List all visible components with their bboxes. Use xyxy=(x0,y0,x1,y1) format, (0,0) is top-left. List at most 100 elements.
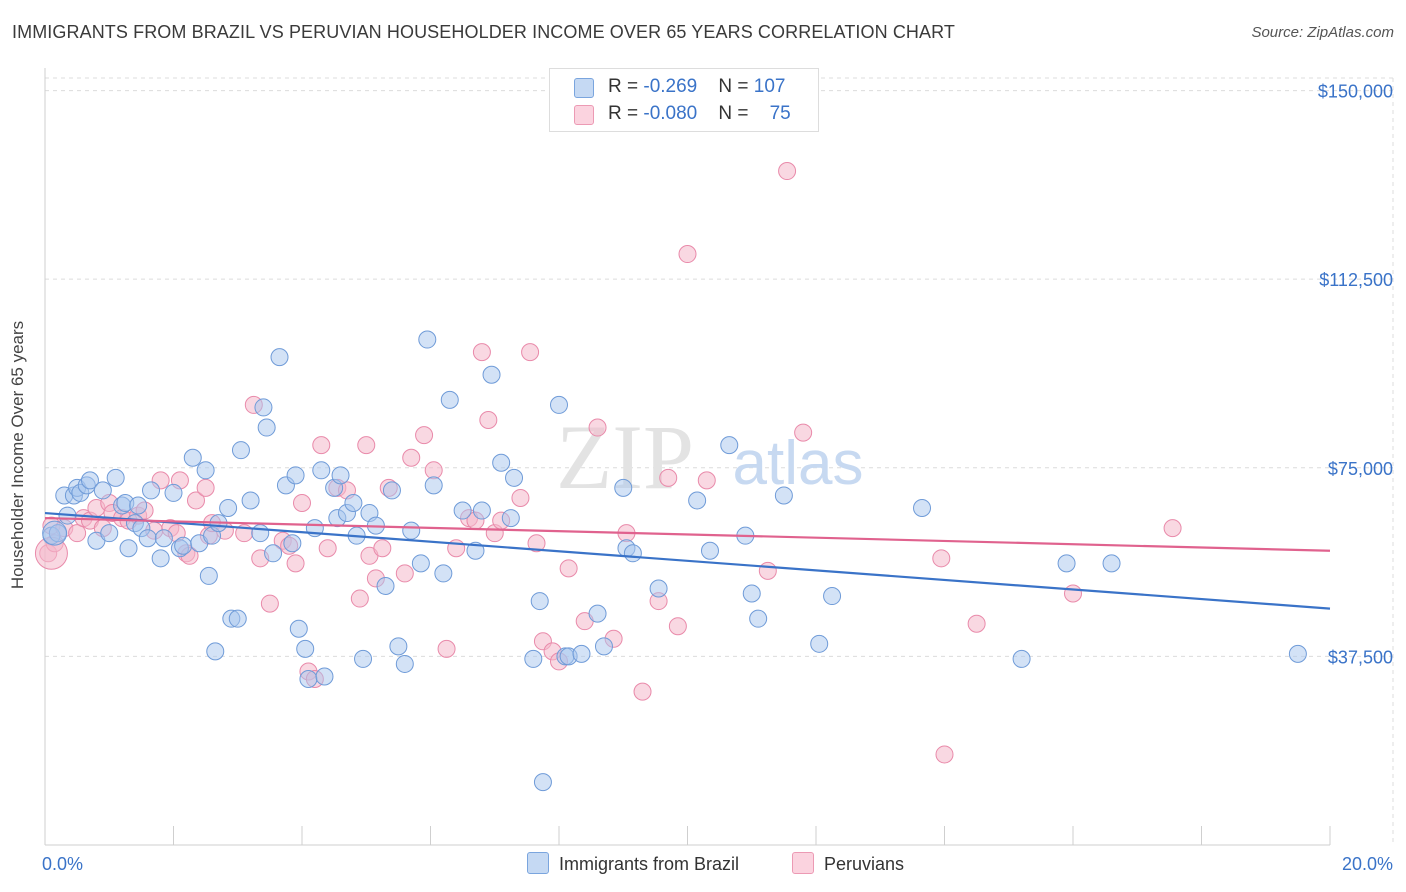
brazil-point xyxy=(154,529,173,548)
brazil-point xyxy=(382,481,401,500)
brazil-point xyxy=(688,491,707,510)
brazil-point xyxy=(376,576,395,595)
brazil-point xyxy=(151,549,170,568)
brazil-point xyxy=(424,476,443,495)
brazil-point xyxy=(720,436,739,455)
brazil-point xyxy=(389,637,408,656)
peruvian-point xyxy=(1163,519,1182,538)
brazil-point xyxy=(219,499,238,518)
brazil-point xyxy=(524,649,543,668)
peruvian-point xyxy=(373,539,392,558)
brazil-point xyxy=(241,491,260,510)
brazil-swatch xyxy=(574,78,594,98)
brazil-point xyxy=(80,471,99,490)
brazil-point xyxy=(453,501,472,520)
legend-item-brazil: Immigrants from Brazil xyxy=(527,852,739,875)
trend-lines xyxy=(44,511,1331,610)
peruvian-point xyxy=(588,418,607,437)
peruvian-point xyxy=(527,534,546,553)
peruvians-trend-line xyxy=(44,516,1331,552)
peruvian-point xyxy=(196,478,215,497)
brazil-point xyxy=(418,330,437,349)
brazil-point xyxy=(251,524,270,543)
tick-labels: $37,500 $75,000 $112,500 $150,000 0.0% 20.0% xyxy=(42,82,1393,874)
brazil-point xyxy=(119,539,138,558)
brazil-point xyxy=(466,541,485,560)
brazil-point xyxy=(482,365,501,384)
brazil-point xyxy=(228,609,247,628)
brazil-point xyxy=(440,390,459,409)
brazil-point xyxy=(312,461,331,480)
brazil-point xyxy=(700,541,719,560)
peruvian-point xyxy=(633,682,652,701)
brazil-point xyxy=(289,619,308,638)
peruvian-point xyxy=(697,471,716,490)
y-tick-label: $112,500 xyxy=(1319,270,1393,290)
brazil-point xyxy=(142,481,161,500)
brazil-point xyxy=(296,639,315,658)
brazil-point xyxy=(183,448,202,467)
peruvian-point xyxy=(794,423,813,442)
x-tick-label-max: 20.0% xyxy=(1342,854,1393,874)
legend-label-peruvians: Peruvians xyxy=(824,854,905,874)
peruvian-point xyxy=(68,524,87,543)
watermark-atlas: atlas xyxy=(733,429,864,498)
chart-title: IMMIGRANTS FROM BRAZIL VS PERUVIAN HOUSE… xyxy=(12,22,955,42)
peruvian-point xyxy=(415,426,434,445)
legend-r-label: R = xyxy=(608,76,644,97)
y-tick-label: $75,000 xyxy=(1328,459,1393,479)
legend-label-brazil: Immigrants from Brazil xyxy=(559,854,740,874)
brazil-point xyxy=(550,395,568,414)
brazil-point xyxy=(774,486,793,505)
brazil-point xyxy=(354,649,373,668)
peruvian-point xyxy=(758,561,777,580)
brazil-point xyxy=(742,584,761,603)
brazil-point xyxy=(395,654,414,673)
source-label: Source: ZipAtlas.com xyxy=(1251,24,1394,41)
brazil-point xyxy=(344,493,363,512)
brazil-point xyxy=(530,592,549,611)
brazil-point xyxy=(649,579,668,598)
peruvian-point xyxy=(395,564,414,583)
peruvian-point xyxy=(293,493,311,512)
brazil-point xyxy=(810,634,829,653)
y-tick-label: $150,000 xyxy=(1318,82,1393,102)
brazil-point xyxy=(106,468,125,487)
legend-r-value: -0.269 xyxy=(643,76,698,97)
peruvians-legend-swatch xyxy=(792,852,814,874)
brazil-point xyxy=(505,468,524,487)
peruvian-point xyxy=(659,468,678,487)
brazil-point xyxy=(588,604,607,623)
brazil-point xyxy=(1288,644,1307,663)
legend-n-label: N = xyxy=(718,103,754,124)
peruvian-point xyxy=(521,343,540,362)
brazil-point xyxy=(501,509,520,528)
legend-item-peruvians: Peruvians xyxy=(792,852,904,875)
brazil-point xyxy=(270,348,289,367)
brazil-legend-swatch xyxy=(527,852,549,874)
brazil-point xyxy=(138,529,157,548)
peruvian-point xyxy=(350,589,369,608)
brazil-points xyxy=(42,330,1307,792)
peruvian-point xyxy=(312,436,331,455)
legend-n-value: 107 xyxy=(753,76,786,97)
peruvian-point xyxy=(935,745,954,764)
brazil-point xyxy=(434,564,453,583)
brazil-point xyxy=(199,566,218,585)
peruvian-point xyxy=(479,411,498,430)
peruvian-point xyxy=(559,559,578,578)
peruvian-point xyxy=(472,343,491,362)
stats-legend: R = -0.269 N = 107 R = -0.080 N = 75 xyxy=(549,68,819,132)
brazil-point xyxy=(1012,649,1031,668)
peruvian-point xyxy=(357,436,376,455)
brazil-point xyxy=(264,544,283,563)
brazil-point xyxy=(257,418,276,437)
brazil-point xyxy=(196,461,215,480)
peruvian-point xyxy=(424,461,443,480)
brazil-point xyxy=(93,481,112,500)
brazil-point xyxy=(913,499,932,518)
brazil-point xyxy=(254,398,273,417)
peruvian-point xyxy=(932,549,951,568)
legend-n-value: 75 xyxy=(769,103,791,124)
